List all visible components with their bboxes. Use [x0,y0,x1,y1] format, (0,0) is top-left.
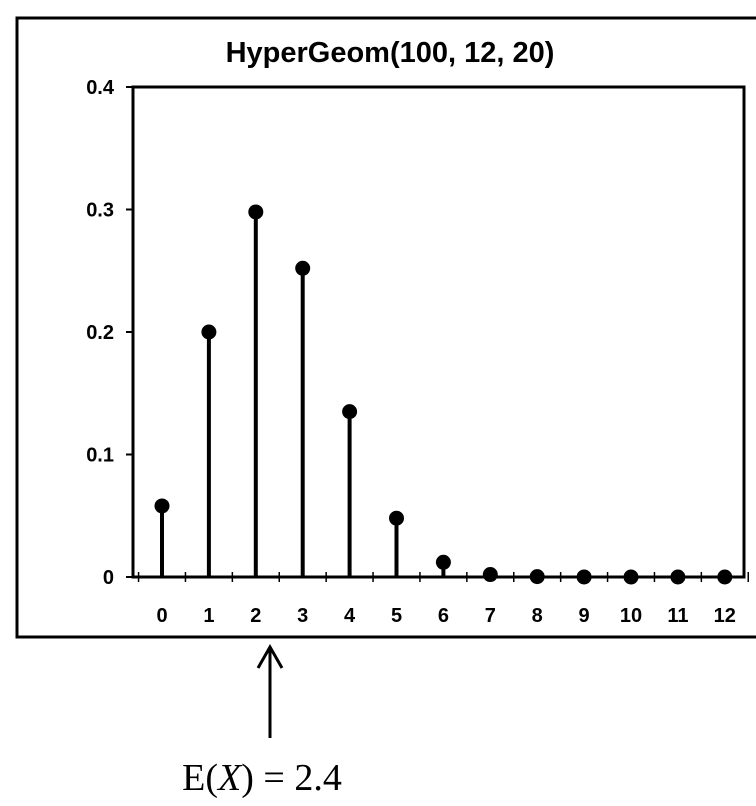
expected-value-suffix: ) = 2.4 [241,757,342,799]
data-point [435,554,451,570]
data-point [389,510,404,526]
x-tick-label: 11 [667,605,688,627]
y-axis-ticks: 0 0.1 0.2 0.3 0.4 [86,77,133,589]
data-point [670,569,686,585]
expected-value-annotation: E(X) = 2.4 [182,643,342,799]
data-point [201,324,217,340]
chart-frame [15,16,756,639]
y-tick-label: 0.3 [86,200,114,222]
data-point [529,569,545,585]
data-point [623,569,639,585]
data-point [482,567,498,583]
data-points [154,204,733,585]
x-tick-label: 6 [438,605,449,627]
y-tick-label: 0.2 [86,322,114,344]
x-tick-label: 9 [579,605,590,627]
expected-value-prefix: E( [182,757,218,799]
x-tick-label: 3 [297,605,308,627]
data-point [717,569,733,585]
x-tick-label: 1 [203,605,214,627]
data-point [248,204,264,220]
x-tick-label: 5 [391,605,402,627]
x-tick-label: 0 [156,605,167,627]
data-point [576,569,592,585]
x-tick-label: 2 [250,605,261,627]
x-tick-label: 12 [714,605,736,627]
x-tick-label: 10 [620,605,642,627]
stems [160,211,680,577]
x-tick-label: 4 [344,605,356,627]
expected-value-label: E(X) = 2.4 [182,757,342,799]
expected-value-variable: X [216,757,243,799]
x-tick-label: 7 [485,605,496,627]
expected-value-arrow-head [256,643,284,669]
y-tick-label: 0.4 [86,77,115,99]
y-tick-label: 0 [103,567,114,589]
data-point [154,498,170,514]
data-point [295,260,311,276]
chart-title: HyperGeom(100, 12, 20) [226,37,555,69]
y-tick-label: 0.1 [86,445,114,467]
data-point [342,404,358,420]
x-tick-label: 8 [532,605,543,627]
